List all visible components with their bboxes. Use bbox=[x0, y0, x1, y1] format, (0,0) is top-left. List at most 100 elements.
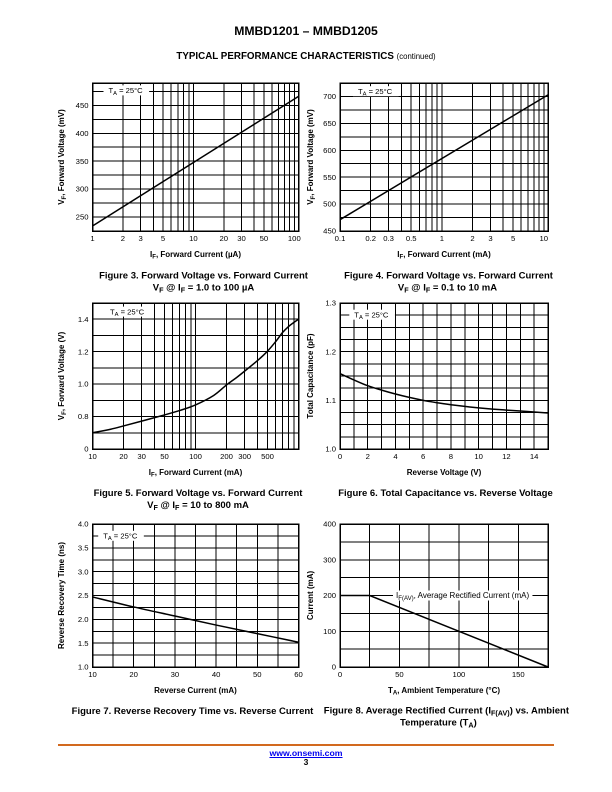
section-heading: TYPICAL PERFORMANCE CHARACTERISTICS (con… bbox=[0, 51, 612, 62]
fig4-x-tick-label: 3 bbox=[488, 234, 492, 243]
fig4-plot-border bbox=[339, 82, 549, 232]
fig4-x-tick-label: 1 bbox=[440, 234, 444, 243]
fig7-x-axis-title: Reverse Current (mA) bbox=[154, 686, 237, 695]
fig6-x-tick-label: 14 bbox=[530, 452, 539, 461]
fig8-x-tick-label: 100 bbox=[452, 670, 465, 679]
fig3-y-tick-label: 250 bbox=[76, 213, 89, 222]
fig4-curve-vf bbox=[339, 94, 549, 221]
fig5-x-tick-label: 500 bbox=[261, 452, 274, 461]
fig4-x-tick-label: 10 bbox=[540, 234, 549, 243]
fig6-plot-border bbox=[339, 302, 549, 450]
fig5-x-tick-label: 50 bbox=[160, 452, 169, 461]
fig3-y-tick-label: 400 bbox=[76, 129, 89, 138]
fig3-x-tick-label: 50 bbox=[260, 234, 269, 243]
fig7-annotation-ta-25c: TA​ = 25°C bbox=[103, 532, 138, 543]
fig3-x-tick-label: 10 bbox=[189, 234, 198, 243]
fig3-x-tick-label: 1 bbox=[90, 234, 94, 243]
fig6-x-tick-label: 2 bbox=[366, 452, 370, 461]
fig8-x-tick-label: 50 bbox=[395, 670, 404, 679]
fig5-y-tick-label: 0.8 bbox=[78, 412, 89, 421]
fig3-caption-line-1: Figure 3. Forward Voltage vs. Forward Cu… bbox=[99, 270, 309, 281]
fig7-annotation-background bbox=[98, 530, 144, 541]
fig4-y-axis-title: VF​, Forward Voltage (mV) bbox=[306, 109, 317, 205]
fig3-x-tick-label: 5 bbox=[161, 234, 165, 243]
figure5-forward-voltage-vs-forward-current-chart: TA​ = 25°C 10 20 30 50 100 200 300 500 0 0.8 1.0 1.2… bbox=[57, 302, 303, 512]
fig4-caption-line-1: Figure 4. Forward Voltage vs. Forward Cu… bbox=[344, 270, 554, 281]
fig7-y-tick-label: 2.5 bbox=[78, 591, 89, 600]
fig4-x-tick-label: 5 bbox=[511, 234, 515, 243]
fig6-y-tick-label: 1.3 bbox=[325, 299, 336, 308]
fig5-y-tick-label: 1.2 bbox=[78, 347, 89, 356]
fig6-y-tick-label: 1.0 bbox=[325, 445, 336, 454]
fig4-x-tick-label: 0.1 bbox=[335, 234, 346, 243]
fig3-annotation-background bbox=[103, 85, 150, 96]
fig7-caption-line-1: Figure 7. Reverse Recovery Time vs. Reve… bbox=[72, 706, 315, 717]
fig4-y-tick-label: 650 bbox=[323, 119, 336, 128]
figure7-reverse-recovery-time-vs-reverse-current-chart: TA​ = 25°C 10 20 30 40 50 60 1.0 1.5 2.0 2.5 3.0 3.5… bbox=[57, 520, 315, 717]
fig4-annotation-ta-25c: TA​ = 25°C bbox=[358, 87, 393, 98]
fig4-annotation-background bbox=[353, 86, 399, 97]
fig7-gridlines bbox=[92, 524, 299, 667]
fig6-x-axis-title: Reverse Voltage (V) bbox=[407, 468, 482, 477]
fig6-x-tick-label: 4 bbox=[393, 452, 398, 461]
fig3-x-tick-label: 20 bbox=[220, 234, 229, 243]
figure3-forward-voltage-vs-forward-current-chart: TA​ = 25°C 1 2 3 5 10 20 30 50 100 250 300 350 400 450… bbox=[57, 82, 309, 294]
fig3-x-axis-title: IF​, Forward Current (µA) bbox=[150, 250, 241, 261]
section-heading-suffix: (continued) bbox=[396, 52, 436, 61]
fig6-x-tick-label: 8 bbox=[449, 452, 453, 461]
fig8-y-tick-label: 0 bbox=[332, 663, 336, 672]
fig4-x-tick-label: 0.2 bbox=[365, 234, 376, 243]
fig7-x-tick-label: 30 bbox=[171, 670, 180, 679]
fig5-y-tick-label: 1.4 bbox=[78, 315, 89, 324]
page-title: MMBD1201 – MMBD1205 bbox=[234, 24, 378, 38]
fig4-gridlines bbox=[340, 83, 548, 231]
footer-rule bbox=[58, 744, 554, 746]
fig6-annotation-background bbox=[349, 309, 395, 320]
fig8-x-axis-title: TA​, Ambient Temperature (°C) bbox=[388, 686, 500, 697]
fig8-y-tick-label: 400 bbox=[323, 520, 336, 529]
fig3-y-axis-title: VF​, Forward Voltage (mV) bbox=[57, 109, 68, 205]
fig7-y-tick-label: 3.5 bbox=[78, 543, 89, 552]
fig4-x-axis-title: IF​, Forward Current (mA) bbox=[397, 250, 491, 261]
fig8-y-tick-label: 300 bbox=[323, 555, 336, 564]
fig6-curve-ct bbox=[339, 372, 549, 414]
fig3-plot-border bbox=[91, 82, 300, 232]
fig3-curve-vf bbox=[92, 95, 299, 227]
footer-onsemi-link[interactable]: www.onsemi.com bbox=[269, 748, 343, 758]
fig5-caption-line-2: VF​ @ IF​ = 10 to 800 mA bbox=[147, 500, 249, 512]
fig6-annotation-ta-25c: TA​ = 25°C bbox=[354, 310, 389, 321]
footer-page-number: 3 bbox=[303, 757, 309, 767]
fig7-y-axis-title: Reverse Recovery Time (ns) bbox=[57, 542, 66, 649]
fig7-x-tick-label: 10 bbox=[88, 670, 97, 679]
fig6-x-tick-label: 0 bbox=[338, 452, 342, 461]
fig6-x-tick-label: 6 bbox=[421, 452, 425, 461]
fig7-y-tick-label: 1.5 bbox=[78, 639, 89, 648]
fig6-gridlines bbox=[340, 303, 548, 449]
fig7-y-tick-label: 1.0 bbox=[78, 663, 89, 672]
fig5-gridlines bbox=[92, 303, 299, 449]
fig5-x-tick-label: 20 bbox=[119, 452, 128, 461]
fig5-plot-border bbox=[91, 302, 300, 450]
fig5-x-tick-label: 200 bbox=[220, 452, 233, 461]
figure4-forward-voltage-vs-forward-current-chart: TA​ = 25°C 0.1 0.2 0.3 0.5 1 2 3 5 10 450 500 550 600… bbox=[306, 82, 554, 294]
fig3-x-tick-label: 2 bbox=[121, 234, 125, 243]
fig7-x-tick-label: 20 bbox=[129, 670, 138, 679]
fig5-x-tick-label: 30 bbox=[137, 452, 146, 461]
fig7-y-tick-label: 3.0 bbox=[78, 567, 89, 576]
fig5-y-tick-label: 0 bbox=[84, 445, 88, 454]
fig8-y-axis-title: Current (mA) bbox=[306, 571, 315, 621]
fig4-y-tick-label: 550 bbox=[323, 173, 336, 182]
fig6-y-axis-title: Total Capacitance (pF) bbox=[306, 333, 315, 419]
fig3-y-tick-label: 450 bbox=[76, 101, 89, 110]
fig5-x-axis-title: IF​, Forward Current (mA) bbox=[149, 468, 243, 479]
fig4-y-tick-label: 700 bbox=[323, 92, 336, 101]
fig4-x-tick-label: 0.5 bbox=[406, 234, 417, 243]
fig6-x-tick-label: 10 bbox=[474, 452, 483, 461]
fig8-curve-if-av- bbox=[340, 594, 549, 668]
fig7-x-tick-label: 60 bbox=[294, 670, 303, 679]
fig8-caption-line-1: Figure 8. Average Rectified Current (IF(… bbox=[324, 705, 570, 717]
fig7-plot-border bbox=[91, 523, 300, 668]
fig8-y-tick-label: 100 bbox=[323, 627, 336, 636]
fig4-y-tick-label: 600 bbox=[323, 146, 336, 155]
